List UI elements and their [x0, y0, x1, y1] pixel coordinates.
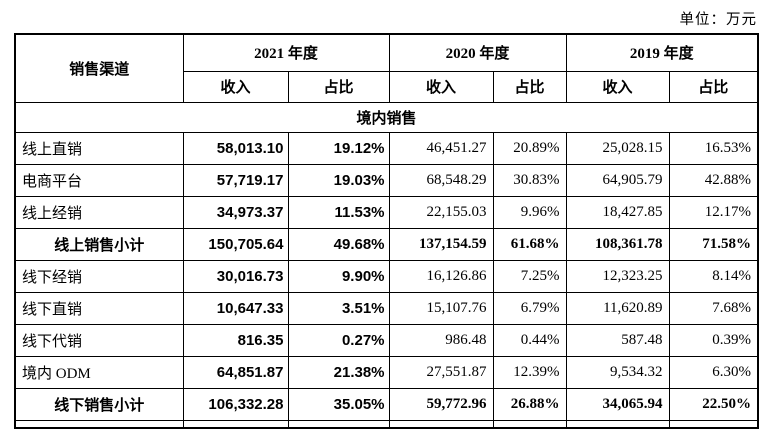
revenue-cell: 108,361.78: [565, 227, 670, 261]
revenue-cell: 137,154.59: [388, 227, 494, 261]
partial-cell: [565, 419, 670, 428]
share-cell: 20.89%: [492, 131, 567, 165]
row-label: 线上直销: [14, 131, 184, 165]
table-row: 境内 ODM 64,851.87 21.38% 27,551.87 12.39% 9,53…: [14, 355, 759, 389]
share-cell: 12.39%: [492, 355, 567, 389]
share-cell: 6.79%: [492, 291, 567, 325]
revenue-cell: 10,647.33: [182, 291, 289, 325]
revenue-cell: 986.48: [388, 323, 494, 357]
revenue-cell: 16,126.86: [388, 259, 494, 293]
revenue-cell: 816.35: [182, 323, 289, 357]
revenue-2020-header: 收入: [388, 70, 494, 103]
revenue-cell: 25,028.15: [565, 131, 670, 165]
share-2021-header: 占比: [287, 70, 390, 103]
row-label: 线下销售小计: [14, 387, 184, 421]
share-cell: 7.25%: [492, 259, 567, 293]
share-cell: 8.14%: [668, 259, 759, 293]
revenue-cell: 106,332.28: [182, 387, 289, 421]
share-cell: 19.12%: [287, 131, 390, 165]
share-cell: 12.17%: [668, 195, 759, 229]
partial-cell: [388, 419, 494, 428]
table-row: 线下经销 30,016.73 9.90% 16,126.86 7.25% 12,323.2…: [14, 259, 759, 293]
table-row: 电商平台 57,719.17 19.03% 68,548.29 30.83% 64,905…: [14, 163, 759, 197]
revenue-cell: 12,323.25: [565, 259, 670, 293]
revenue-cell: 30,016.73: [182, 259, 289, 293]
share-cell: 9.96%: [492, 195, 567, 229]
share-cell: 35.05%: [287, 387, 390, 421]
share-cell: 9.90%: [287, 259, 390, 293]
share-cell: 26.88%: [492, 387, 567, 421]
share-cell: 21.38%: [287, 355, 390, 389]
table-header: 销售渠道 2021 年度 2020 年度 2019 年度 收入 占比 收入 占比…: [14, 33, 759, 103]
share-cell: 0.44%: [492, 323, 567, 357]
revenue-cell: 57,719.17: [182, 163, 289, 197]
share-cell: 0.27%: [287, 323, 390, 357]
partial-cell: [287, 419, 390, 428]
share-cell: 30.83%: [492, 163, 567, 197]
table-row: 线上经销 34,973.37 11.53% 22,155.03 9.96% 18,427.…: [14, 195, 759, 229]
share-2020-header: 占比: [492, 70, 567, 103]
channel-column-header: 销售渠道: [14, 33, 184, 103]
section-header-row: 境内销售: [14, 101, 759, 133]
revenue-cell: 27,551.87: [388, 355, 494, 389]
revenue-cell: 46,451.27: [388, 131, 494, 165]
row-label: 境内 ODM: [14, 355, 184, 389]
revenue-cell: 11,620.89: [565, 291, 670, 325]
revenue-cell: 64,851.87: [182, 355, 289, 389]
revenue-2019-header: 收入: [565, 70, 670, 103]
row-label: 线上经销: [14, 195, 184, 229]
share-cell: 19.03%: [287, 163, 390, 197]
row-label: 线下直销: [14, 291, 184, 325]
share-cell: 3.51%: [287, 291, 390, 325]
share-cell: 16.53%: [668, 131, 759, 165]
revenue-cell: 58,013.10: [182, 131, 289, 165]
revenue-cell: 15,107.76: [388, 291, 494, 325]
revenue-cell: 150,705.64: [182, 227, 289, 261]
subtotal-row: 线上销售小计 150,705.64 49.68% 137,154.59 61.68% 10…: [14, 227, 759, 261]
table-body: 境内销售 线上直销 58,013.10 19.12% 46,451.27 20.89% 2…: [14, 101, 759, 428]
revenue-2021-header: 收入: [182, 70, 289, 103]
share-cell: 42.88%: [668, 163, 759, 197]
revenue-cell: 68,548.29: [388, 163, 494, 197]
share-cell: 6.30%: [668, 355, 759, 389]
share-cell: 0.39%: [668, 323, 759, 357]
revenue-cell: 9,534.32: [565, 355, 670, 389]
sales-channel-table: 销售渠道 2021 年度 2020 年度 2019 年度 收入 占比 收入 占比…: [14, 33, 760, 429]
unit-label: 单位：万元: [679, 12, 757, 28]
year-2020-header: 2020 年度: [388, 33, 567, 72]
row-label: 线上销售小计: [14, 227, 184, 261]
revenue-cell: 59,772.96: [388, 387, 494, 421]
revenue-cell: 34,065.94: [565, 387, 670, 421]
revenue-cell: 587.48: [565, 323, 670, 357]
row-label: 电商平台: [14, 163, 184, 197]
sub-header-row: 收入 占比 收入 占比 收入 占比: [15, 70, 759, 103]
year-2021-header: 2021 年度: [182, 33, 390, 72]
partial-cell: [668, 419, 759, 428]
share-2019-header: 占比: [668, 70, 759, 103]
row-label: 线下代销: [14, 323, 184, 357]
share-cell: 22.50%: [668, 387, 759, 421]
partial-cutoff-row: [14, 419, 759, 428]
table-row: 线上直销 58,013.10 19.12% 46,451.27 20.89% 25,028…: [14, 131, 759, 165]
subtotal-row: 线下销售小计 106,332.28 35.05% 59,772.96 26.88% 34,…: [14, 387, 759, 421]
partial-cell: [182, 419, 289, 428]
revenue-cell: 34,973.37: [182, 195, 289, 229]
table-row: 线下直销 10,647.33 3.51% 15,107.76 6.79% 11,620.8…: [14, 291, 759, 325]
revenue-cell: 64,905.79: [565, 163, 670, 197]
year-header-row: 销售渠道 2021 年度 2020 年度 2019 年度: [14, 33, 759, 103]
revenue-cell: 22,155.03: [388, 195, 494, 229]
share-cell: 11.53%: [287, 195, 390, 229]
revenue-cell: 18,427.85: [565, 195, 670, 229]
partial-cell: [492, 419, 567, 428]
share-cell: 61.68%: [492, 227, 567, 261]
share-cell: 71.58%: [668, 227, 759, 261]
partial-cell: [14, 419, 184, 428]
table-row: 线下代销 816.35 0.27% 986.48 0.44% 587.48 0.39%: [14, 323, 759, 357]
year-2019-header: 2019 年度: [565, 33, 759, 72]
section-header: 境内销售: [14, 101, 759, 133]
share-cell: 7.68%: [668, 291, 759, 325]
share-cell: 49.68%: [287, 227, 390, 261]
row-label: 线下经销: [14, 259, 184, 293]
